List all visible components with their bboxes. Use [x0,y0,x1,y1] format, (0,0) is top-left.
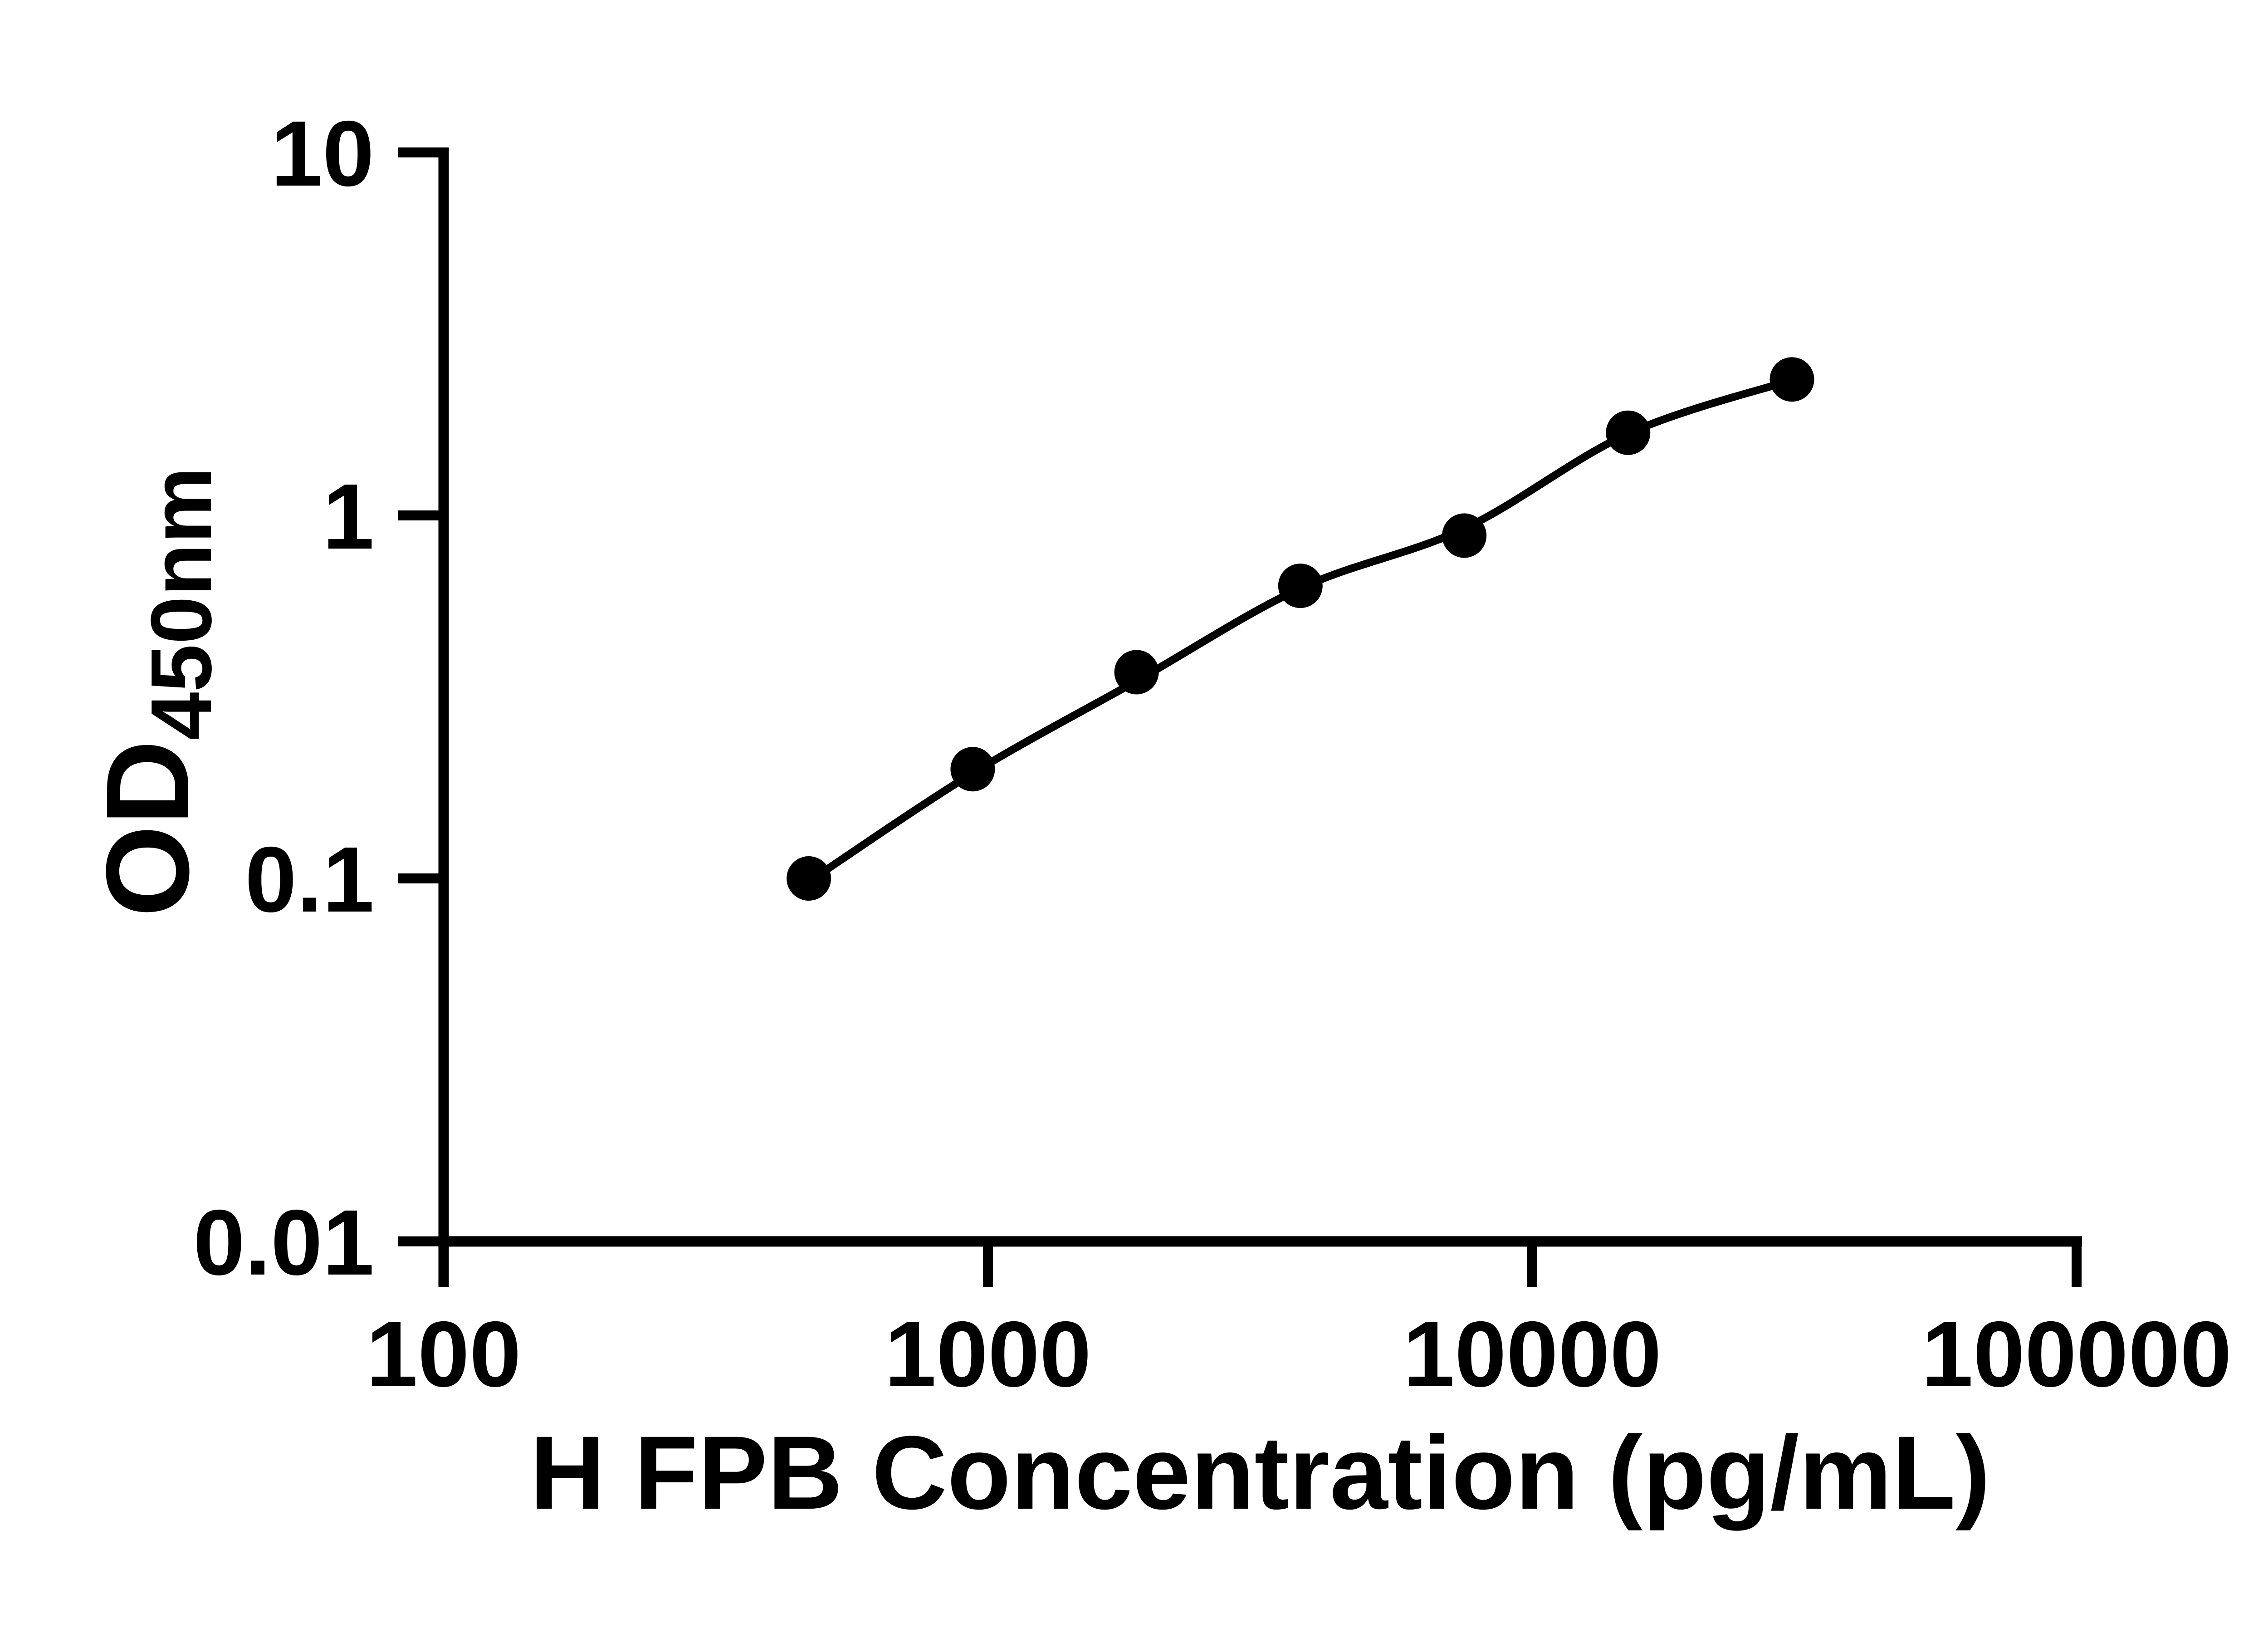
y-tick-label: 10 [271,102,374,206]
data-point-marker [1442,513,1487,558]
data-point-marker [787,856,831,901]
fitted-curve-line [805,376,1796,886]
x-tick-label: 1000 [885,1302,1091,1406]
x-tick-label: 100000 [1921,1302,2232,1406]
x-axis-title: H FPB Concentration (pg/mL) [530,1414,1990,1531]
x-tick-label: 10000 [1403,1302,1662,1406]
data-point-marker [1769,357,1814,402]
x-tick-label: 100 [366,1302,521,1406]
y-axis-title: OD450nm [82,467,230,917]
data-point-marker [1606,410,1651,455]
data-point-marker [1278,564,1323,608]
data-point-marker [1114,650,1159,695]
y-tick-label: 0.1 [245,828,374,932]
y-tick-label: 0.01 [193,1191,374,1295]
data-point-marker [950,747,995,792]
y-tick-label: 1 [323,465,374,569]
